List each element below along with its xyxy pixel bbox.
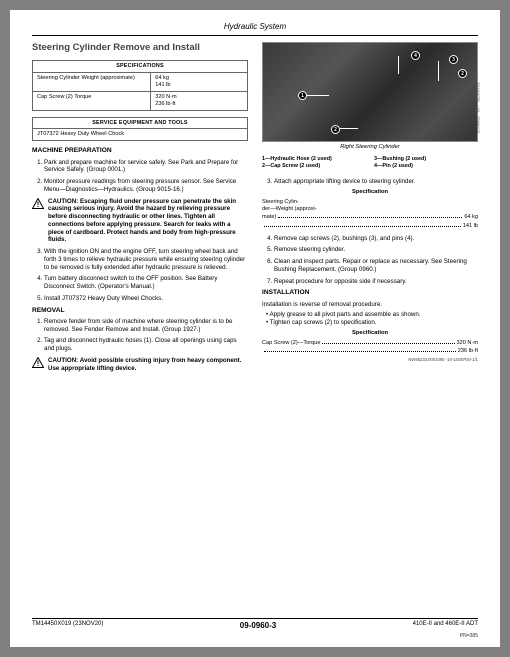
warning-icon (32, 357, 44, 368)
callout-number: 2 (458, 69, 467, 78)
callout-number: 1 (298, 91, 307, 100)
running-head: Hydraulic System (32, 22, 478, 32)
step: Repeat procedure for opposite side if ne… (274, 278, 478, 286)
spec-row: Cap Screw (2)—Torque 320 N·m (262, 339, 478, 346)
callout-number: 3 (449, 55, 458, 64)
caution-block: CAUTION: Avoid possible crushing injury … (32, 357, 248, 373)
specification-heading: Specification (262, 330, 478, 337)
spec-value: 64 kg (464, 214, 478, 221)
table-row: JT07372 Heavy Duty Wheel Chock (33, 129, 248, 141)
left-column: Steering Cylinder Remove and Install SPE… (32, 42, 248, 376)
step: Remove fender from side of machine where… (44, 318, 248, 334)
machine-prep-steps: Park and prepare machine for service saf… (32, 159, 248, 194)
machine-preparation-heading: MACHINE PREPARATION (32, 147, 248, 155)
warning-icon (32, 198, 44, 209)
two-column-layout: Steering Cylinder Remove and Install SPE… (32, 42, 478, 376)
spec-value: 64 kg 141 lb (151, 72, 248, 91)
bullet: • Tighten cap screws (2) to specificatio… (266, 319, 478, 327)
caution-text: CAUTION: Escaping fluid under pressure c… (48, 198, 248, 245)
tools-table: SERVICE EQUIPMENT AND TOOLS JT07372 Heav… (32, 117, 248, 142)
spec-value: 320 N·m (457, 340, 478, 347)
spec-table-header: SPECIFICATIONS (33, 60, 248, 72)
spec-value: 236 lb·ft (458, 348, 478, 355)
figure-legend: 1—Hydraulic Hose (2 used) 2—Cap Screw (2… (262, 156, 478, 170)
legend-right: 3—Bushing (2 used) 4—Pin (2 used) (374, 156, 478, 170)
spec-block: Steering Cylin- der—Weight (approxi- mat… (262, 199, 478, 230)
page-footer: TM14450X019 (23NOV20) 09-0960-3 410E-II … (32, 618, 478, 639)
caution-text: CAUTION: Avoid possible crushing injury … (48, 357, 248, 373)
figure-image: 12432 (262, 42, 478, 142)
removal-steps: Remove fender from side of machine where… (32, 318, 248, 353)
spec-row: 236 lb·ft (262, 348, 478, 355)
step: Remove steering cylinder. (274, 246, 478, 254)
spec-value: 141 lb (463, 223, 478, 230)
install-text: Installation is reverse of removal proce… (262, 301, 478, 309)
step: Install JT07372 Heavy Duty Wheel Chocks. (44, 295, 248, 303)
removal-steps-cont2: Remove cap screws (2), bushings (3), and… (262, 235, 478, 286)
install-bullets: • Apply grease to all pivot parts and as… (262, 311, 478, 327)
legend-left: 1—Hydraulic Hose (2 used) 2—Cap Screw (2… (262, 156, 366, 170)
page: Hydraulic System Steering Cylinder Remov… (10, 10, 500, 647)
footer-left: TM14450X019 (23NOV20) (32, 621, 103, 631)
callout-number: 4 (411, 51, 420, 60)
step: With the ignition ON and the engine OFF,… (44, 248, 248, 271)
bullet: • Apply grease to all pivot parts and as… (266, 311, 478, 319)
spec-item: Cap Screw (2) Torque (33, 91, 151, 110)
table-row: Steering Cylinder Weight (approximate) 6… (33, 72, 248, 91)
tools-table-header: SERVICE EQUIPMENT AND TOOLS (33, 117, 248, 129)
section-title: Steering Cylinder Remove and Install (32, 42, 248, 54)
figure-caption: Right Steering Cylinder (262, 144, 478, 151)
spec-item: Steering Cylinder Weight (approximate) (33, 72, 151, 91)
spec-value: 320 N·m 236 lb·ft (151, 91, 248, 110)
step: Park and prepare machine for service saf… (44, 159, 248, 175)
specification-heading: Specification (262, 189, 478, 196)
machine-prep-steps-cont: With the ignition ON and the engine OFF,… (32, 248, 248, 303)
step: Clean and inspect parts. Repair or repla… (274, 258, 478, 274)
tool-item: JT07372 Heavy Duty Wheel Chock (33, 129, 248, 141)
footer-rule (32, 618, 478, 619)
specifications-table: SPECIFICATIONS Steering Cylinder Weight … (32, 60, 248, 111)
step: Monitor pressure readings from steering … (44, 178, 248, 194)
caution-block: CAUTION: Escaping fluid under pressure c… (32, 198, 248, 245)
revision-code: NW95233,0001090 -19-14SEP20-1/1 (262, 357, 478, 362)
right-column: 12432 TX1199780—UN—29MAY15 Right Steerin… (262, 42, 478, 376)
table-row: Cap Screw (2) Torque 320 N·m 236 lb·ft (33, 91, 248, 110)
step: Turn battery disconnect switch to the OF… (44, 275, 248, 291)
footer-right: 410E-II and 460E-II ADT (413, 621, 478, 631)
step: Remove cap screws (2), bushings (3), and… (274, 235, 478, 243)
removal-steps-cont: Attach appropriate lifting device to ste… (262, 178, 478, 186)
rule-top (32, 35, 478, 36)
figure-reference-code: TX1199780—UN—29MAY15 (476, 82, 481, 133)
step: Attach appropriate lifting device to ste… (274, 178, 478, 186)
step: Tag and disconnect hydraulic hoses (1). … (44, 337, 248, 353)
footer-page-number: 09-0960-3 (240, 621, 276, 631)
callout-number: 2 (331, 125, 340, 134)
installation-heading: INSTALLATION (262, 289, 478, 297)
removal-heading: REMOVAL (32, 307, 248, 315)
footer-pn: PN=385 (32, 633, 478, 639)
